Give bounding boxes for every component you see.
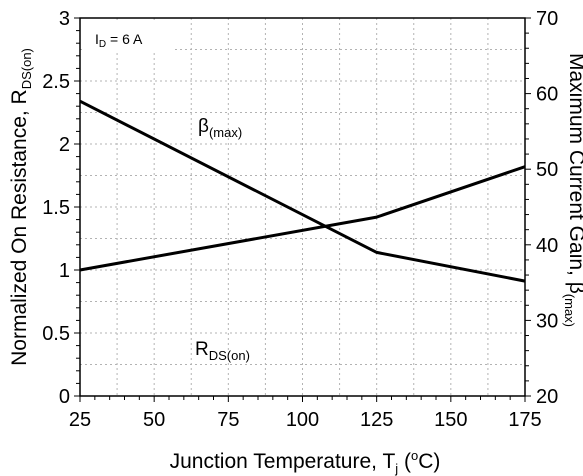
series-line-rdson [79, 165, 526, 272]
y-right-tick-label: 50 [536, 159, 558, 181]
x-axis-title: Junction Temperature, Tj (oC) [170, 448, 441, 476]
y-axis-left-title: Normalized On Resistance, RDS(on) [8, 48, 34, 366]
series-line-beta [79, 99, 526, 283]
plot-frame [79, 17, 526, 397]
condition-box [82, 22, 172, 50]
y-right-tick-label: 70 [536, 8, 558, 30]
tick-labels: 25 50 75 100 125 150 175 0 0.5 1 1.5 2 2.5 3 20 30 40 50 6… [42, 8, 558, 431]
y-right-tick-label: 60 [536, 84, 558, 106]
x-tick-label: 25 [69, 409, 91, 431]
y-right-tick-label: 20 [536, 386, 558, 408]
y-right-tick-label: 40 [536, 235, 558, 257]
y-left-tick-label: 2.5 [42, 71, 70, 93]
x-tick-label: 150 [434, 409, 467, 431]
x-tick-label: 125 [360, 409, 393, 431]
x-tick-label: 175 [508, 409, 541, 431]
y-left-tick-label: 1.5 [42, 197, 70, 219]
series [79, 99, 526, 283]
series-label-rdson: RDS(on) [195, 339, 250, 363]
series-label-beta: β(max) [198, 116, 242, 140]
y-right-tick-label: 30 [536, 310, 558, 332]
condition-label: ID = 6 A [95, 31, 143, 50]
x-tick-label: 50 [143, 409, 165, 431]
grid [80, 18, 525, 396]
x-tick-label: 75 [217, 409, 239, 431]
y-left-tick-label: 3 [59, 8, 70, 30]
y-left-tick-label: 2 [59, 134, 70, 156]
y-left-tick-label: 1 [59, 260, 70, 282]
x-tick-label: 100 [286, 409, 319, 431]
y-left-tick-label: 0.5 [42, 323, 70, 345]
y-left-tick-label: 0 [59, 386, 70, 408]
y-axis-right-title: Maximum Current Gain, β(max) [562, 53, 583, 327]
